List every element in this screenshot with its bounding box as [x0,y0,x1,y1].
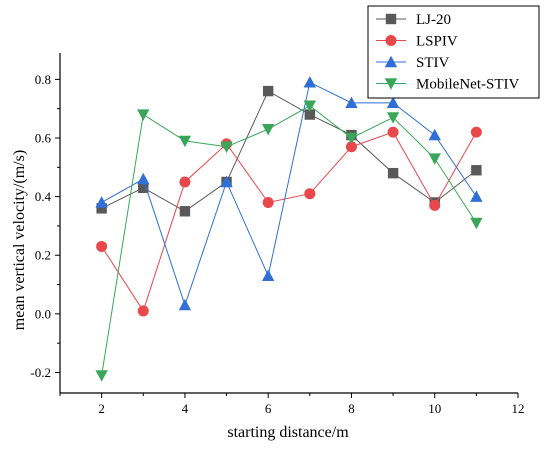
data-point [220,141,233,153]
y-tick-label: 0.6 [35,131,52,146]
data-point [345,96,358,109]
data-point [470,217,483,230]
x-tick-label: 10 [428,401,441,416]
data-point [96,203,107,214]
data-point [345,132,358,145]
data-point [261,269,275,281]
legend-box [367,5,540,99]
data-point [220,175,233,188]
x-axis-title: starting distance/m [227,424,349,441]
series-lspiv [96,126,482,317]
legend-label: MobileNet-STIV [416,77,519,93]
y-tick-label: 0.8 [35,72,51,87]
legend-label: LSPIV [416,34,458,50]
series-line [101,81,477,307]
data-point [471,165,482,176]
data-point [179,176,191,188]
series-lj-20 [96,85,482,217]
legend-marker [384,55,398,68]
data-point [137,109,150,121]
data-point [137,305,149,317]
data-point [262,196,274,208]
legend-label: STIV [416,55,450,71]
legend-marker [384,78,398,90]
y-axis-title: mean vertical velocity/(m/s) [11,150,28,330]
data-point [428,128,441,141]
x-tick-label: 8 [348,401,355,416]
x-tick-label: 12 [512,401,525,416]
data-point [178,298,192,311]
data-point [386,96,400,109]
plot-area [95,76,483,382]
data-point [303,76,317,88]
series-mobilenet-stiv [95,100,483,382]
y-tick-label: 0.4 [35,189,52,204]
series-line [101,105,477,376]
x-tick-label: 2 [98,401,105,416]
data-point [95,370,108,382]
data-point [96,240,108,252]
data-point [387,167,399,179]
data-point [304,188,316,200]
data-point [137,172,150,185]
data-point [261,124,275,136]
data-point [386,112,400,124]
axes: 2 4 6 8 10 12 -0.2 0.0 0.2 0.4 0.6 0.8 [30,53,525,416]
data-point [179,206,191,217]
legend-marker [385,35,397,46]
x-tick-label: 4 [182,401,189,416]
data-point [387,126,399,138]
data-point [429,199,441,211]
y-tick-label: 0.0 [35,306,51,321]
data-point [470,126,482,138]
legend-label: LJ-20 [416,12,451,28]
series-line [101,90,477,212]
y-tick-label: 0.2 [35,248,51,263]
data-point [138,182,149,194]
data-point [345,141,357,153]
data-point [95,196,108,208]
data-point [428,153,441,165]
y-tick-label: -0.2 [30,365,51,380]
legend-marker [385,13,397,25]
series-stiv [95,76,483,311]
data-point [178,135,192,148]
data-point [470,190,483,202]
data-point [304,109,316,120]
data-point [262,85,274,97]
series-line [101,131,477,313]
legend: LJ-20 LSPIV STIV MobileNet-STIV [367,5,540,99]
data-point [303,100,317,112]
x-tick-label: 6 [265,401,272,416]
